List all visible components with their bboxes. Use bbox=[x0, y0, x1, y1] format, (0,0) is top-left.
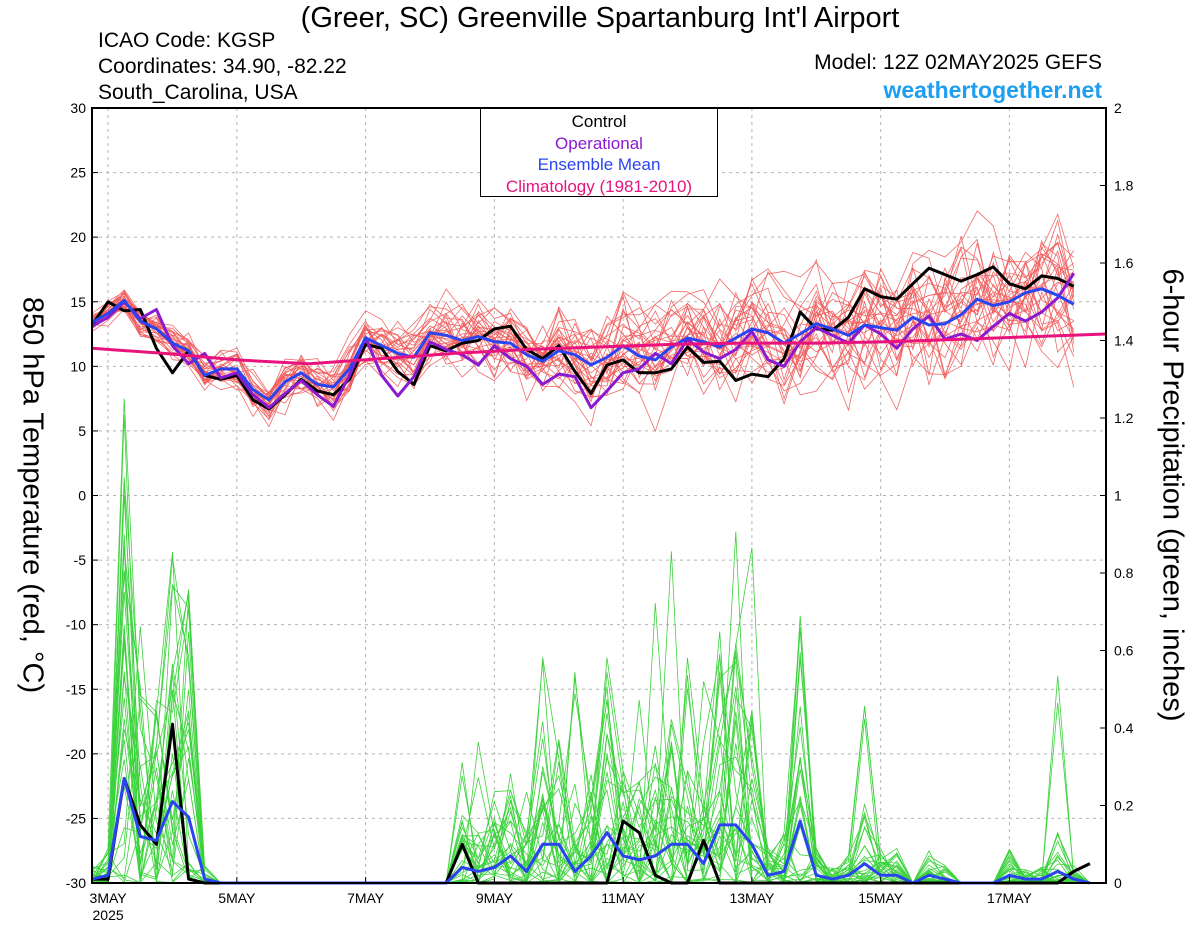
y-left-tick-label: 25 bbox=[70, 165, 86, 181]
temperature-member-line bbox=[91, 253, 1075, 405]
temperature-member-line bbox=[91, 277, 1075, 408]
y-right-tick-label: 0.6 bbox=[1114, 643, 1134, 659]
x-year-label: 2025 bbox=[93, 907, 124, 923]
grid-lines bbox=[92, 108, 1106, 883]
temperature-member-line bbox=[91, 233, 1075, 427]
y-left-tick-label: -15 bbox=[66, 681, 86, 697]
y-left-tick-label: -20 bbox=[66, 746, 86, 762]
precipitation-member-line bbox=[91, 481, 1090, 884]
y-right-tick-label: 2 bbox=[1114, 100, 1122, 116]
y-right-tick-label: 0.8 bbox=[1114, 565, 1134, 581]
precipitation-member-line bbox=[91, 477, 1090, 884]
legend-control: Control bbox=[571, 112, 627, 131]
icao-code: ICAO Code: KGSP bbox=[98, 29, 276, 52]
climatology-line bbox=[91, 332, 1107, 366]
y-right-tick-label: 1.8 bbox=[1114, 178, 1134, 194]
y-right-tick-label: 1.4 bbox=[1114, 333, 1134, 349]
legend-operational: Operational bbox=[555, 133, 643, 153]
x-tick-label: 15MAY bbox=[858, 890, 904, 906]
legend: Control Operational Ensemble Mean Climat… bbox=[480, 108, 718, 197]
precipitation-member-line bbox=[91, 531, 1091, 884]
control-temp-line bbox=[90, 265, 1075, 411]
precipitation-members bbox=[91, 398, 1091, 885]
temperature-members bbox=[91, 210, 1075, 433]
y-left-tick-label: -25 bbox=[66, 810, 86, 826]
y-left-tick-label: -5 bbox=[74, 552, 87, 568]
y-right-tick-label: 1 bbox=[1114, 488, 1122, 504]
operational-temp-line bbox=[91, 272, 1076, 410]
x-tick-label: 7MAY bbox=[347, 890, 385, 906]
y-left-tick-label: 30 bbox=[70, 100, 86, 116]
website-link[interactable]: weathertogether.net bbox=[883, 77, 1102, 103]
y-right-tick-label: 1.6 bbox=[1114, 255, 1134, 271]
x-tick-label: 3MAY bbox=[90, 890, 128, 906]
y-right-tick-label: 1.2 bbox=[1114, 410, 1134, 426]
temperature-member-line bbox=[91, 286, 1074, 411]
y-left-tick-label: 0 bbox=[78, 488, 86, 504]
ensemble-mean-temp-line bbox=[91, 287, 1075, 402]
legend-ensemble-mean: Ensemble Mean bbox=[537, 155, 661, 174]
region: South_Carolina, USA bbox=[98, 81, 298, 104]
y-right-tick-label: 0.4 bbox=[1114, 720, 1134, 736]
y-left-tick-label: -30 bbox=[66, 875, 86, 891]
y-left-tick-label: 15 bbox=[70, 294, 86, 310]
precipitation-member-line bbox=[91, 572, 1090, 884]
y-left-tick-label: 5 bbox=[78, 423, 86, 439]
x-tick-label: 9MAY bbox=[476, 890, 514, 906]
precipitation-member-line bbox=[91, 534, 1091, 885]
precipitation-member-line bbox=[91, 570, 1091, 884]
y-left-tick-label: 20 bbox=[70, 229, 86, 245]
y-left-tick-label: 10 bbox=[70, 358, 86, 374]
x-tick-label: 13MAY bbox=[729, 890, 775, 906]
model-run: Model: 12Z 02MAY2025 GEFS bbox=[814, 51, 1102, 74]
precipitation-member-line bbox=[91, 547, 1091, 884]
precipitation-member-line bbox=[91, 548, 1090, 885]
y-right-tick-label: 0 bbox=[1114, 875, 1122, 891]
x-tick-label: 11MAY bbox=[601, 890, 645, 906]
precipitation-member-line bbox=[91, 551, 1091, 884]
x-tick-label: 17MAY bbox=[987, 890, 1033, 906]
legend-climatology: Climatology (1981-2010) bbox=[505, 176, 693, 196]
chart-title: (Greer, SC) Greenville Spartanburg Int'l… bbox=[300, 2, 900, 34]
temperature-member-line bbox=[91, 252, 1075, 422]
precipitation-member-line bbox=[91, 545, 1091, 885]
temperature-member-line bbox=[91, 273, 1075, 418]
y-left-tick-label: -10 bbox=[66, 617, 86, 633]
x-tick-label: 5MAY bbox=[218, 890, 256, 906]
coordinates: Coordinates: 34.90, -82.22 bbox=[98, 55, 347, 78]
precipitation-member-line bbox=[91, 557, 1091, 884]
y-right-tick-label: 0.2 bbox=[1114, 798, 1134, 814]
axes-ticks: 302520151050-5-10-15-20-25-3021.81.61.41… bbox=[66, 100, 1134, 923]
